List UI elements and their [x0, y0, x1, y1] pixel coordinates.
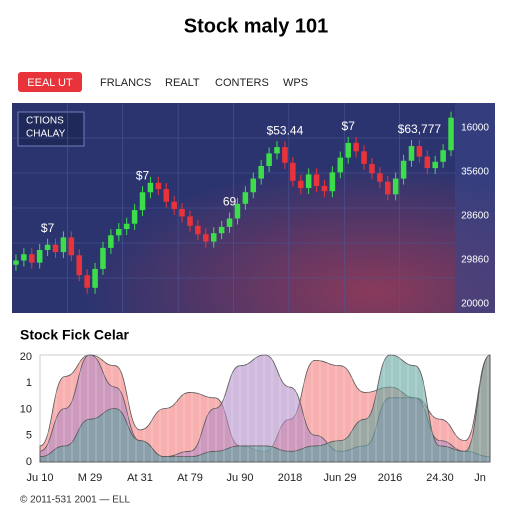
legend-text: CHALAY: [26, 129, 66, 140]
candle: [203, 234, 209, 242]
x-tick-label: Jun 29: [323, 472, 356, 484]
candle: [242, 192, 249, 204]
candle: [76, 255, 83, 276]
y-tick-label: 10: [20, 403, 32, 415]
tab[interactable]: CONTERS: [215, 77, 269, 89]
candle: [266, 153, 272, 166]
area: [39, 354, 491, 463]
candle: [290, 162, 296, 181]
tab-active[interactable]: [18, 72, 82, 92]
x-tick-label: 2018: [278, 472, 302, 484]
annotation: $7: [136, 168, 150, 182]
annotation: 69: [223, 195, 237, 209]
candle: [258, 166, 264, 179]
candle: [226, 218, 233, 227]
candle: [147, 182, 154, 193]
title: Stock maly 101: [184, 15, 329, 37]
x-tick-label: M 29: [78, 472, 102, 484]
tab[interactable]: REALT: [165, 77, 200, 89]
candle: [274, 147, 280, 154]
candle: [234, 203, 241, 219]
y-tick-label: 28600: [461, 211, 489, 222]
candle: [155, 182, 162, 190]
x-tick-label: Jn: [474, 472, 486, 484]
candle: [36, 250, 43, 263]
footer: © 2011-531 2001 — ELL: [20, 495, 130, 506]
candle: [282, 147, 288, 163]
candle: [337, 157, 344, 173]
candle: [353, 142, 359, 152]
legend-text: CTIONS: [26, 116, 64, 127]
y-tick-label: 35600: [461, 167, 489, 178]
candle: [400, 160, 407, 179]
axis-panel: [455, 103, 495, 313]
candle: [139, 192, 146, 211]
candle: [123, 223, 130, 229]
candle: [408, 146, 415, 161]
candle: [250, 178, 257, 193]
annotation: $53.44: [267, 123, 304, 137]
y-tick-label: 0: [26, 456, 32, 468]
chart-title: Stock Fick Celar: [20, 327, 129, 343]
candle: [92, 268, 98, 288]
y-tick-label: 20000: [461, 299, 489, 310]
candle: [392, 178, 399, 195]
candle: [60, 237, 67, 253]
candle: [171, 201, 177, 210]
candle: [440, 150, 446, 162]
candle: [13, 260, 19, 265]
candle: [210, 233, 217, 242]
x-tick-label: At 79: [177, 472, 203, 484]
candle: [345, 142, 351, 158]
candle: [377, 173, 383, 182]
candle: [297, 180, 304, 189]
x-tick-label: At 31: [127, 472, 153, 484]
x-tick-label: Ju 10: [27, 472, 54, 484]
candle: [416, 146, 423, 157]
tab[interactable]: FRLANCS: [100, 77, 151, 89]
candle: [163, 189, 170, 202]
x-tick-label: 24.30: [426, 472, 454, 484]
y-tick-label: 16000: [461, 123, 489, 134]
candle: [187, 216, 193, 226]
candle: [100, 247, 106, 269]
legend-box: [17, 111, 85, 147]
candle: [329, 172, 336, 192]
candle: [369, 163, 375, 174]
candle: [116, 229, 122, 236]
candle: [321, 185, 328, 192]
candle: [52, 244, 59, 253]
candle: [313, 174, 320, 186]
annotation: $7: [41, 221, 55, 235]
candle: [195, 225, 201, 235]
candle: [68, 237, 75, 256]
tab[interactable]: WPS: [283, 77, 308, 89]
candle: [448, 117, 454, 151]
candle: [29, 254, 35, 263]
candle: [108, 235, 114, 248]
y-tick-label: 20: [20, 351, 32, 363]
candle: [384, 181, 391, 195]
candle: [21, 254, 27, 261]
candle: [84, 275, 90, 288]
candle: [305, 174, 312, 189]
candle: [131, 210, 138, 224]
tab[interactable]: EEAL UT: [27, 77, 73, 89]
candle: [424, 156, 431, 169]
annotation: $7: [342, 119, 356, 133]
y-tick-label: 29860: [461, 255, 489, 266]
x-tick-label: 2016: [378, 472, 402, 484]
candle: [432, 161, 438, 169]
y-tick-label: 5: [26, 430, 32, 442]
candle: [218, 226, 225, 234]
candle: [179, 209, 185, 217]
annotation: $63,777: [398, 122, 442, 136]
x-tick-label: Ju 90: [227, 472, 254, 484]
y-tick-label: 1: [26, 377, 32, 389]
candle: [361, 151, 367, 164]
candle: [44, 244, 51, 250]
